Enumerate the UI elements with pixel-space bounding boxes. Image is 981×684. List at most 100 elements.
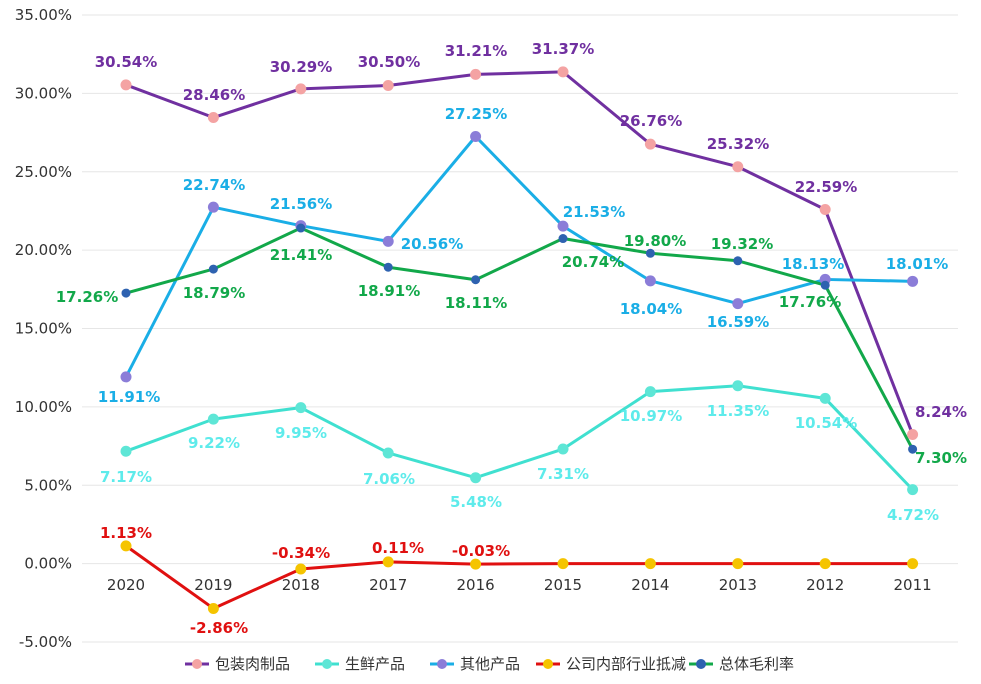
data-label: 22.59% xyxy=(795,178,857,196)
x-tick-label: 2015 xyxy=(544,576,582,594)
legend-marker xyxy=(696,659,706,669)
legend-label: 其他产品 xyxy=(460,655,520,673)
data-point xyxy=(383,262,393,272)
x-axis-ticks: 2020 2019 2018 2017 2016 2015 2014 2013 2012 2011 xyxy=(107,576,932,594)
data-point xyxy=(296,223,306,233)
legend-label: 生鲜产品 xyxy=(345,655,405,673)
data-point xyxy=(557,220,569,232)
legend-item[interactable]: 其他产品 xyxy=(430,655,520,673)
data-point xyxy=(907,275,919,287)
data-point xyxy=(819,558,831,570)
data-label: 30.50% xyxy=(358,53,420,71)
data-point xyxy=(382,447,394,459)
y-tick-label: 10.00% xyxy=(15,398,72,416)
x-tick-label: 2012 xyxy=(806,576,844,594)
data-label: 20.74% xyxy=(562,253,624,271)
data-label: 31.21% xyxy=(445,42,507,60)
legend-item[interactable]: 包装肉制品 xyxy=(185,655,290,673)
series-line xyxy=(125,226,914,450)
data-label: 19.32% xyxy=(711,235,773,253)
data-point xyxy=(295,402,307,414)
data-label: 18.01% xyxy=(886,255,948,273)
data-point xyxy=(120,540,132,552)
legend-label: 总体毛利率 xyxy=(719,655,794,673)
data-point xyxy=(644,138,656,150)
data-label: 10.97% xyxy=(620,407,682,425)
data-point xyxy=(382,80,394,92)
data-label: 4.72% xyxy=(887,506,939,524)
legend: 包装肉制品 生鲜产品 其他产品 公司内部行业抵减 总体毛利率 xyxy=(185,655,794,673)
y-tick-label: 15.00% xyxy=(15,320,72,338)
y-tick-label: 5.00% xyxy=(24,476,72,494)
data-point xyxy=(207,413,219,425)
legend-marker xyxy=(322,659,332,669)
legend-item[interactable]: 总体毛利率 xyxy=(689,655,794,673)
y-tick-label: 30.00% xyxy=(15,84,72,102)
data-label: 1.13% xyxy=(100,524,152,542)
legend-marker xyxy=(543,659,553,669)
data-label: 21.41% xyxy=(270,246,332,264)
data-point xyxy=(907,484,919,496)
data-label: 17.76% xyxy=(779,293,841,311)
data-point xyxy=(732,161,744,173)
legend-item[interactable]: 公司内部行业抵减 xyxy=(536,655,686,673)
data-label: 16.59% xyxy=(707,313,769,331)
data-label: 17.26% xyxy=(56,288,118,306)
data-point xyxy=(819,204,831,216)
x-tick-label: 2019 xyxy=(194,576,232,594)
data-label: 19.80% xyxy=(624,232,686,250)
data-point xyxy=(120,445,132,457)
data-point xyxy=(644,558,656,570)
y-tick-label: 0.00% xyxy=(24,555,72,573)
data-label: 21.56% xyxy=(270,195,332,213)
data-label: 7.31% xyxy=(537,465,589,483)
data-label: 10.54% xyxy=(795,414,857,432)
data-point xyxy=(208,264,218,274)
legend-label: 公司内部行业抵减 xyxy=(566,655,686,673)
x-tick-label: 2020 xyxy=(107,576,145,594)
data-point xyxy=(382,556,394,568)
data-point xyxy=(207,112,219,124)
legend-marker xyxy=(192,659,202,669)
data-point xyxy=(732,298,744,310)
x-tick-label: 2013 xyxy=(719,576,757,594)
data-label: 7.06% xyxy=(363,470,415,488)
data-point xyxy=(295,83,307,95)
series-line xyxy=(124,134,913,378)
data-point xyxy=(120,79,132,91)
data-label: 25.32% xyxy=(707,135,769,153)
data-label: 20.56% xyxy=(401,235,463,253)
data-labels: 30.54% 28.46% 30.29% 30.50% 31.21% 31.37% 26.7… xyxy=(56,40,967,637)
data-point xyxy=(121,288,131,298)
data-point xyxy=(120,371,132,383)
series-markers xyxy=(120,66,919,614)
y-axis-ticks: -5.00% 0.00% 5.00% 10.00% 15.00% 20.00% 25.00%… xyxy=(15,6,72,651)
x-tick-label: 2011 xyxy=(894,576,932,594)
data-point xyxy=(558,234,568,244)
y-tick-label: 25.00% xyxy=(15,163,72,181)
x-tick-label: 2017 xyxy=(369,576,407,594)
data-point xyxy=(819,392,831,404)
gridlines xyxy=(82,14,958,643)
series-line xyxy=(125,544,913,610)
data-point xyxy=(295,563,307,575)
data-label: -0.03% xyxy=(452,542,510,560)
legend-item[interactable]: 生鲜产品 xyxy=(315,655,405,673)
data-label: -2.86% xyxy=(190,619,248,637)
data-point xyxy=(908,444,918,454)
data-label: 27.25% xyxy=(445,105,507,123)
data-point xyxy=(645,248,655,258)
y-tick-label: 20.00% xyxy=(15,241,72,259)
data-label: 7.17% xyxy=(100,468,152,486)
data-point xyxy=(733,256,743,266)
y-tick-label: 35.00% xyxy=(15,6,72,24)
data-point xyxy=(470,68,482,80)
data-label: 31.37% xyxy=(532,40,594,58)
x-tick-label: 2018 xyxy=(282,576,320,594)
data-point xyxy=(907,558,919,570)
data-point xyxy=(470,130,482,142)
data-label: -0.34% xyxy=(272,544,330,562)
data-point xyxy=(732,558,744,570)
data-label: 21.53% xyxy=(563,203,625,221)
